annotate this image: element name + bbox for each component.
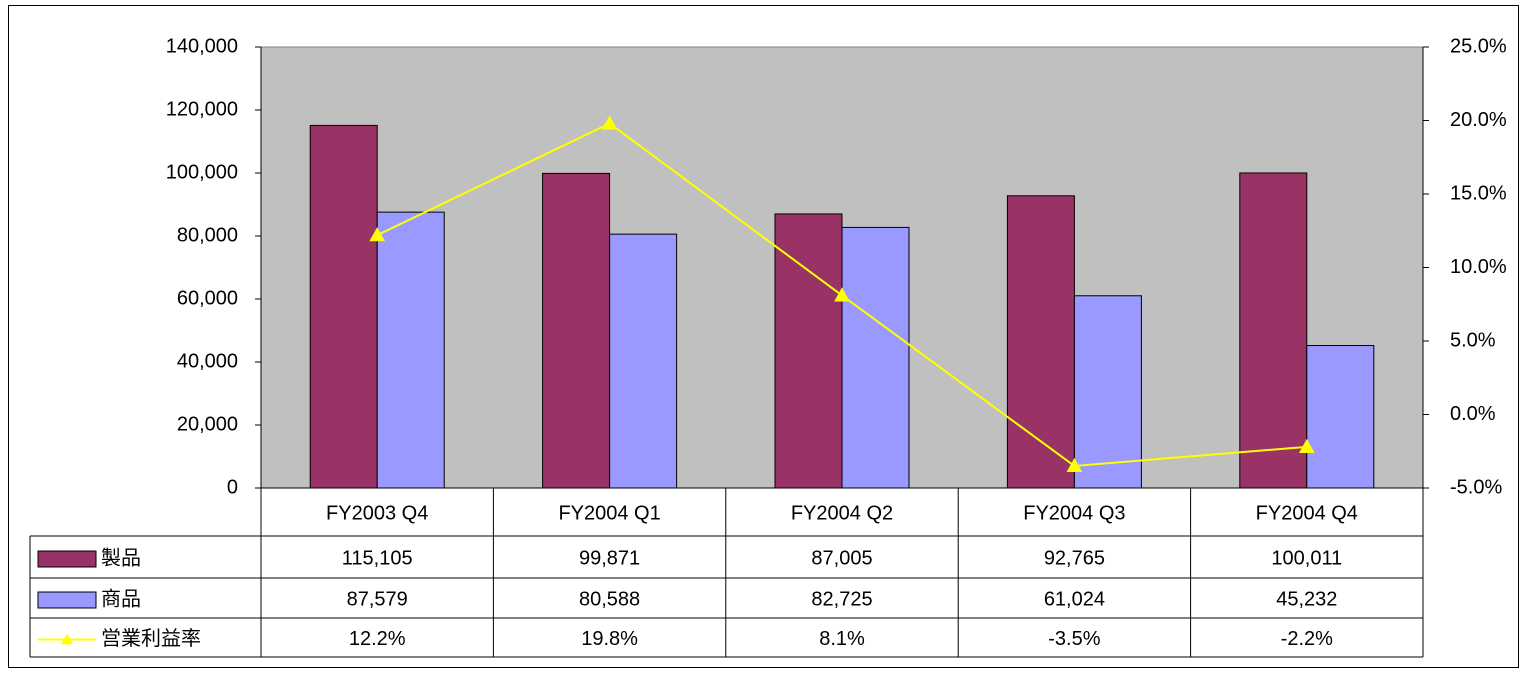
table-value: 100,011 (1271, 547, 1342, 569)
line-marker (834, 287, 850, 302)
bar (1006, 195, 1075, 489)
bar (774, 213, 843, 489)
y2-tick-label: 0.0% (1450, 403, 1496, 425)
y-tick-label: 0 (227, 476, 238, 498)
y-tick-label: 100,000 (166, 161, 238, 183)
y2-tick-label: 25.0% (1450, 35, 1507, 57)
y-tick-label: 80,000 (177, 224, 238, 246)
bar (1239, 172, 1308, 489)
legend-marker (61, 633, 73, 645)
table-value: 12.2% (349, 628, 406, 650)
y2-tick-label: 20.0% (1450, 109, 1507, 131)
y-tick-label: 140,000 (166, 35, 238, 57)
y2-tick-label: -5.0% (1450, 476, 1502, 498)
table-value: 87,005 (811, 547, 872, 569)
table-value: -3.5% (1048, 628, 1100, 650)
bar (376, 211, 445, 489)
legend-label: 製品 (101, 546, 141, 569)
x-tick-label: FY2004 Q2 (791, 502, 893, 524)
legend-swatch (37, 591, 97, 609)
table-value: 19.8% (581, 628, 638, 650)
legend-label: 商品 (101, 587, 141, 610)
bar (1306, 345, 1375, 489)
y2-tick-label: 15.0% (1450, 182, 1507, 204)
y-tick-label: 120,000 (166, 98, 238, 120)
x-tick-label: FY2004 Q3 (1023, 502, 1125, 524)
table-value: -2.2% (1281, 628, 1333, 650)
table-value: 8.1% (819, 628, 865, 650)
line-marker (1298, 438, 1315, 453)
line-marker (369, 227, 386, 242)
table-value: 61,024 (1044, 588, 1105, 610)
table-value: 92,765 (1044, 547, 1105, 569)
x-tick-label: FY2004 Q1 (558, 502, 660, 524)
bar (1073, 295, 1142, 489)
line-marker (1066, 457, 1083, 473)
y2-tick-label: 5.0% (1450, 329, 1496, 351)
table-value: 87,579 (347, 588, 408, 610)
table-value: 99,871 (579, 547, 640, 569)
legend-label: 営業利益率 (101, 627, 201, 650)
bar (542, 172, 611, 489)
line-marker (601, 115, 618, 130)
bar (309, 124, 378, 489)
x-tick-label: FY2003 Q4 (326, 502, 428, 524)
y-tick-label: 40,000 (177, 350, 238, 372)
y-tick-label: 60,000 (177, 287, 238, 309)
table-value: 80,588 (579, 588, 640, 610)
bar (841, 226, 910, 489)
x-tick-label: FY2004 Q4 (1256, 502, 1358, 524)
table-value: 115,105 (342, 547, 413, 569)
legend-swatch (37, 550, 97, 568)
y2-tick-label: 10.0% (1450, 256, 1507, 278)
table-value: 82,725 (811, 588, 872, 610)
table-value: 45,232 (1276, 588, 1337, 610)
bar (609, 233, 678, 489)
y-tick-label: 20,000 (177, 413, 238, 435)
